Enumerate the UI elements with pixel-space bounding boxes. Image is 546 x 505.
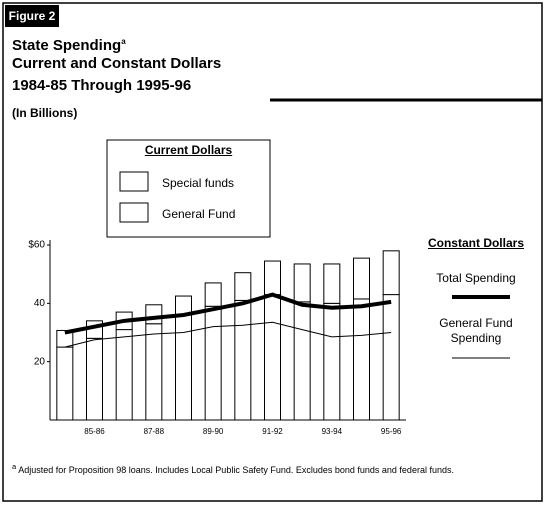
y-tick-label: 20 [34,356,46,367]
bar [56,329,74,348]
bar [293,263,311,303]
figure-label: Figure 2 [8,9,56,23]
bar [115,329,133,421]
title-note: a [121,37,126,46]
legend-label: Total Spending [436,271,516,285]
title-line: 1984-85 Through 1995-96 [12,77,192,94]
x-tick-label: 95-96 [381,427,402,436]
bar [382,250,400,296]
bar [204,282,222,307]
bar [323,263,341,304]
x-tick-label: 91-92 [262,427,283,436]
legend-swatch [119,171,149,192]
bar [353,257,370,300]
x-tick-label: 93-94 [322,427,343,436]
bar [293,301,311,421]
legend-title: Constant Dollars [427,236,524,250]
bar [175,314,192,421]
legend-swatch [119,202,149,223]
bar [204,305,222,421]
x-tick-label: 85-86 [84,427,105,436]
footnote-marker: a [12,462,17,471]
bar [264,294,281,421]
bar [145,323,163,421]
legend-label: General Fund [162,207,236,221]
legend-title: Current Dollars [144,143,233,157]
title-line: State Spendinga [12,32,126,56]
line [64,292,392,335]
x-tick-label: 89-90 [203,427,224,436]
title-text: State Spending [12,37,122,54]
line [64,321,392,348]
bar [323,302,341,421]
legend-label: Special funds [162,176,235,190]
figure-label-bg [5,5,59,27]
bar [382,294,400,421]
footnote-text: Adjusted for Proposition 98 loans. Inclu… [18,465,454,475]
y-tick-label: $60 [28,240,45,251]
bar [264,260,281,296]
footnote: a Adjusted for Proposition 98 loans. Inc… [12,460,512,477]
bar [86,337,103,421]
bar [353,298,370,421]
bar [234,299,252,421]
x-tick-label: 87-88 [144,427,165,436]
subtitle: (In Billions) [12,106,78,120]
title-line: Current and Constant Dollars [12,55,222,72]
bar [145,304,163,325]
y-tick-label: 40 [34,298,46,309]
legend-label: General Fund Spending [439,316,513,345]
bar [234,272,252,301]
bar [56,346,74,421]
